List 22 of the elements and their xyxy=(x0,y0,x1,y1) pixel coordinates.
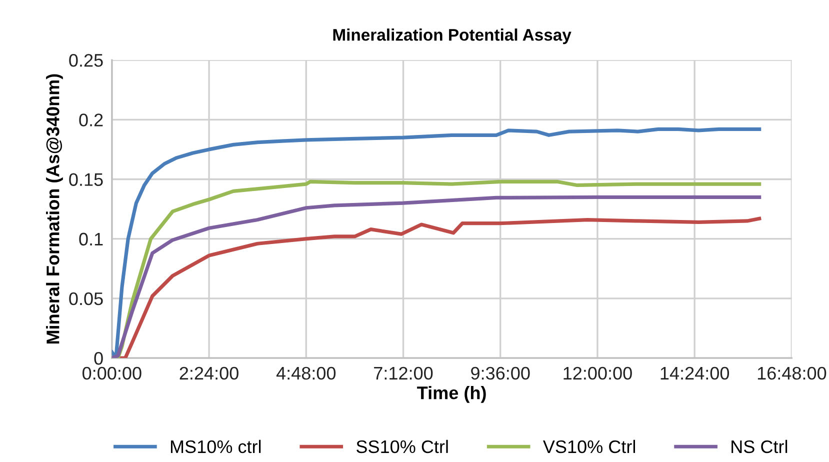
y-tick-label: 0.05 xyxy=(69,292,103,306)
legend-label: VS10% Ctrl xyxy=(542,440,636,454)
y-tick-label: 0.1 xyxy=(79,232,103,246)
y-tick-label: 0.25 xyxy=(69,54,103,67)
y-tick-label: 0 xyxy=(94,352,103,365)
y-tick-label: 0.15 xyxy=(69,173,103,186)
y-axis-title: Mineral Formation (As@340nm) xyxy=(46,74,63,344)
legend-label: SS10% Ctrl xyxy=(356,440,448,454)
y-tick-label: 0.2 xyxy=(79,114,103,126)
chart-title: Mineralization Potential Assay xyxy=(333,28,572,44)
legend-label: NS Ctrl xyxy=(732,440,788,454)
legend-label: MS10% ctrl xyxy=(170,440,261,454)
x-tick-label: 14:24:00 xyxy=(660,366,730,380)
x-tick-label: 9:36:00 xyxy=(471,366,530,380)
x-tick-label: 0:00:00 xyxy=(82,366,142,380)
x-tick-label: 7:12:00 xyxy=(374,366,433,380)
x-tick-label: 2:24:00 xyxy=(180,366,238,380)
x-tick-label: 4:48:00 xyxy=(276,366,336,380)
x-axis-title: Time (h) xyxy=(417,386,486,403)
x-tick-label: 12:00:00 xyxy=(564,366,632,380)
line-series xyxy=(112,127,762,358)
x-tick-label: 16:48:00 xyxy=(758,366,826,380)
